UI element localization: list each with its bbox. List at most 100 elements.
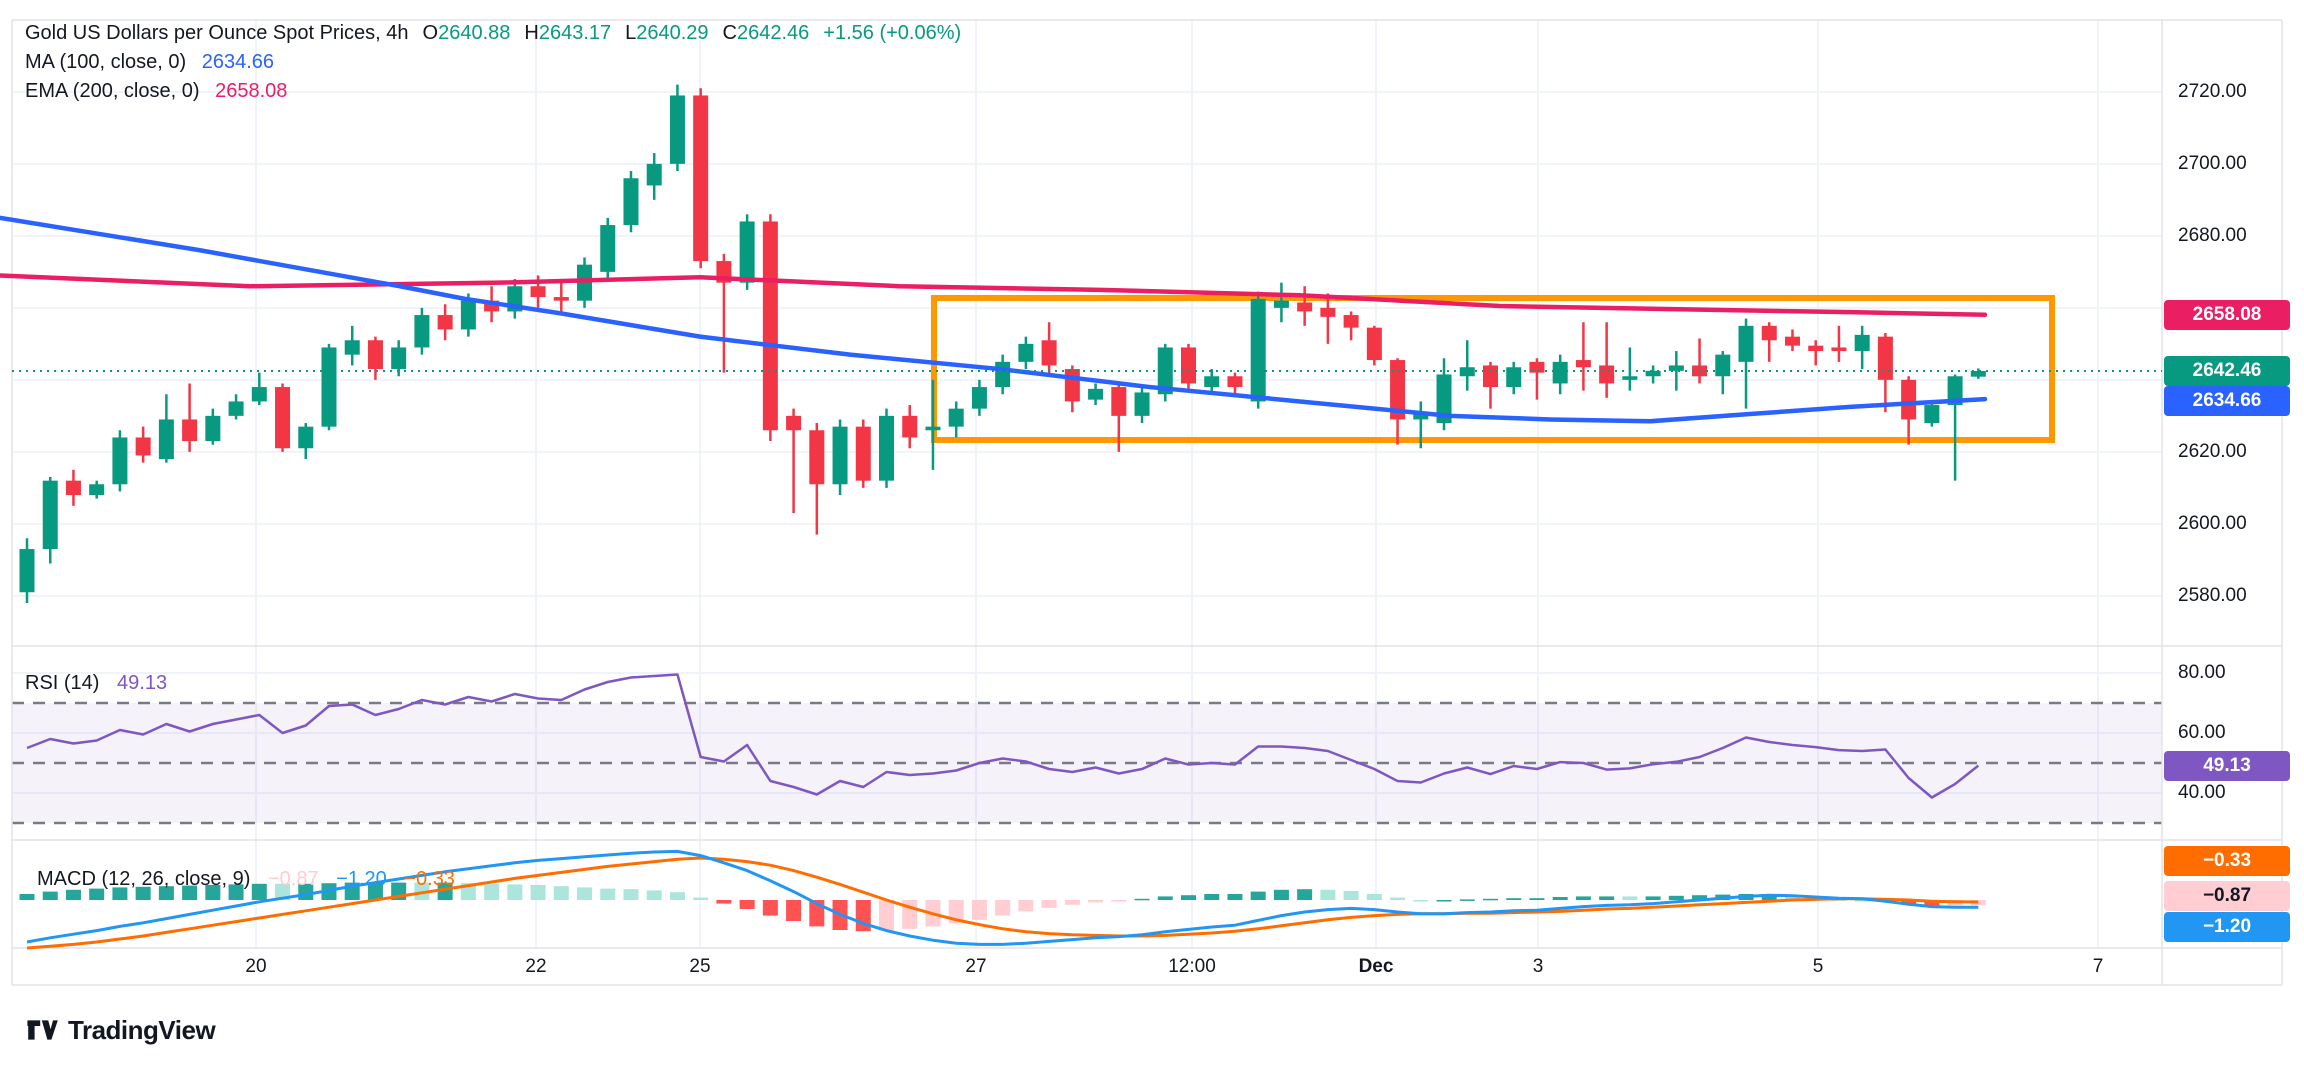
candle[interactable]	[693, 95, 709, 262]
candle[interactable]	[42, 480, 58, 550]
candle[interactable]	[1715, 354, 1731, 377]
candle[interactable]	[158, 419, 174, 460]
tradingview-logo[interactable]: TradingView	[24, 1014, 216, 1046]
ma-price-badge[interactable]: 2634.66	[2164, 386, 2290, 416]
macd-line-badge[interactable]: −1.20	[2164, 912, 2290, 942]
candle[interactable]	[1064, 369, 1080, 402]
symbol-legend[interactable]: Gold US Dollars per Ounce Spot Prices, 4…	[25, 22, 961, 45]
candle[interactable]	[995, 361, 1011, 388]
rsi-label[interactable]: RSI (14)	[25, 672, 100, 694]
candle[interactable]	[879, 415, 895, 481]
candle[interactable]	[1668, 365, 1684, 371]
candle[interactable]	[1761, 325, 1777, 341]
candle[interactable]	[1436, 374, 1452, 424]
ma-label[interactable]: MA (100, close, 0)	[25, 51, 187, 73]
candle[interactable]	[786, 415, 802, 431]
candle[interactable]	[1018, 343, 1034, 362]
ma-legend[interactable]: MA (100, close, 0) 2634.66	[25, 51, 274, 74]
candle[interactable]	[646, 163, 662, 186]
candle[interactable]	[1250, 298, 1266, 402]
candle[interactable]	[484, 300, 500, 312]
candle[interactable]	[1738, 325, 1754, 362]
candle[interactable]	[275, 387, 291, 449]
symbol-title[interactable]: Gold US Dollars per Ounce Spot Prices, 4…	[25, 22, 409, 44]
candle[interactable]	[902, 415, 918, 438]
candle[interactable]	[1947, 376, 1963, 406]
candle[interactable]	[623, 178, 639, 226]
candle[interactable]	[1390, 360, 1406, 420]
candle[interactable]	[460, 300, 476, 330]
candle[interactable]	[739, 221, 755, 283]
macd-legend[interactable]: MACD (12, 26, close, 9) −0.87 −1.20 −0.3…	[25, 868, 455, 891]
candle[interactable]	[1204, 376, 1220, 388]
candle[interactable]	[600, 225, 616, 272]
candle[interactable]	[65, 480, 81, 496]
candle[interactable]	[1181, 347, 1196, 384]
candle[interactable]	[1970, 371, 1986, 377]
candle[interactable]	[971, 387, 987, 409]
candle[interactable]	[19, 549, 35, 593]
candle[interactable]	[1041, 340, 1057, 366]
candle[interactable]	[344, 340, 360, 355]
candle[interactable]	[1529, 361, 1545, 373]
candle[interactable]	[1111, 387, 1127, 416]
macd-hist-badge[interactable]: −0.87	[2164, 881, 2290, 911]
candle[interactable]	[577, 264, 593, 301]
macd-signal-badge[interactable]: −0.33	[2164, 846, 2290, 876]
candle[interactable]	[553, 297, 569, 301]
macd-label[interactable]: MACD (12, 26, close, 9)	[37, 868, 251, 890]
candle[interactable]	[1575, 360, 1591, 368]
ema-legend[interactable]: EMA (200, close, 0) 2658.08	[25, 80, 287, 103]
macd-signal-line[interactable]	[26, 856, 1979, 950]
candle[interactable]	[205, 415, 221, 442]
candle[interactable]	[1808, 345, 1824, 352]
rsi-badge[interactable]: 49.13	[2164, 750, 2290, 781]
last-price-badge[interactable]: 2642.46	[2164, 356, 2290, 386]
candle[interactable]	[367, 340, 383, 370]
candle[interactable]	[1924, 405, 1940, 424]
candle[interactable]	[414, 315, 430, 348]
candle[interactable]	[1901, 379, 1917, 420]
ma100-line[interactable]	[0, 215, 1988, 424]
candle[interactable]	[89, 484, 105, 496]
candle[interactable]	[1552, 361, 1568, 384]
candle[interactable]	[809, 430, 825, 485]
candle[interactable]	[298, 426, 314, 449]
candle[interactable]	[669, 95, 685, 164]
candle[interactable]	[925, 426, 941, 431]
candle[interactable]	[391, 347, 407, 370]
candle[interactable]	[1320, 307, 1336, 317]
candle[interactable]	[112, 437, 128, 485]
candle[interactable]	[530, 286, 546, 298]
candle[interactable]	[832, 426, 848, 485]
ema-price-badge[interactable]: 2658.08	[2164, 300, 2290, 330]
candle[interactable]	[1273, 300, 1289, 308]
candle[interactable]	[135, 437, 151, 456]
candle[interactable]	[948, 408, 964, 427]
candle[interactable]	[1599, 365, 1615, 384]
candle[interactable]	[1854, 334, 1870, 352]
candle[interactable]	[1506, 367, 1522, 388]
candle[interactable]	[1877, 336, 1893, 380]
candle[interactable]	[228, 401, 244, 416]
candle[interactable]	[1157, 347, 1173, 395]
candle[interactable]	[1134, 392, 1150, 416]
candle[interactable]	[1645, 370, 1661, 377]
candle[interactable]	[1366, 327, 1382, 361]
candle[interactable]	[1343, 315, 1359, 328]
candle[interactable]	[182, 419, 198, 442]
candle[interactable]	[1297, 302, 1313, 312]
candle[interactable]	[1831, 347, 1847, 352]
drawing-rectangle[interactable]	[931, 295, 2055, 443]
candle[interactable]	[1784, 336, 1800, 346]
rsi-line[interactable]	[26, 673, 1980, 799]
candle[interactable]	[762, 221, 778, 431]
candle[interactable]	[1482, 365, 1498, 388]
candle[interactable]	[1459, 367, 1475, 377]
ema-label[interactable]: EMA (200, close, 0)	[25, 80, 200, 102]
macd-line[interactable]	[26, 849, 1979, 946]
candle[interactable]	[251, 387, 267, 402]
rsi-legend[interactable]: RSI (14) 49.13	[25, 672, 167, 695]
candle[interactable]	[1227, 376, 1243, 388]
